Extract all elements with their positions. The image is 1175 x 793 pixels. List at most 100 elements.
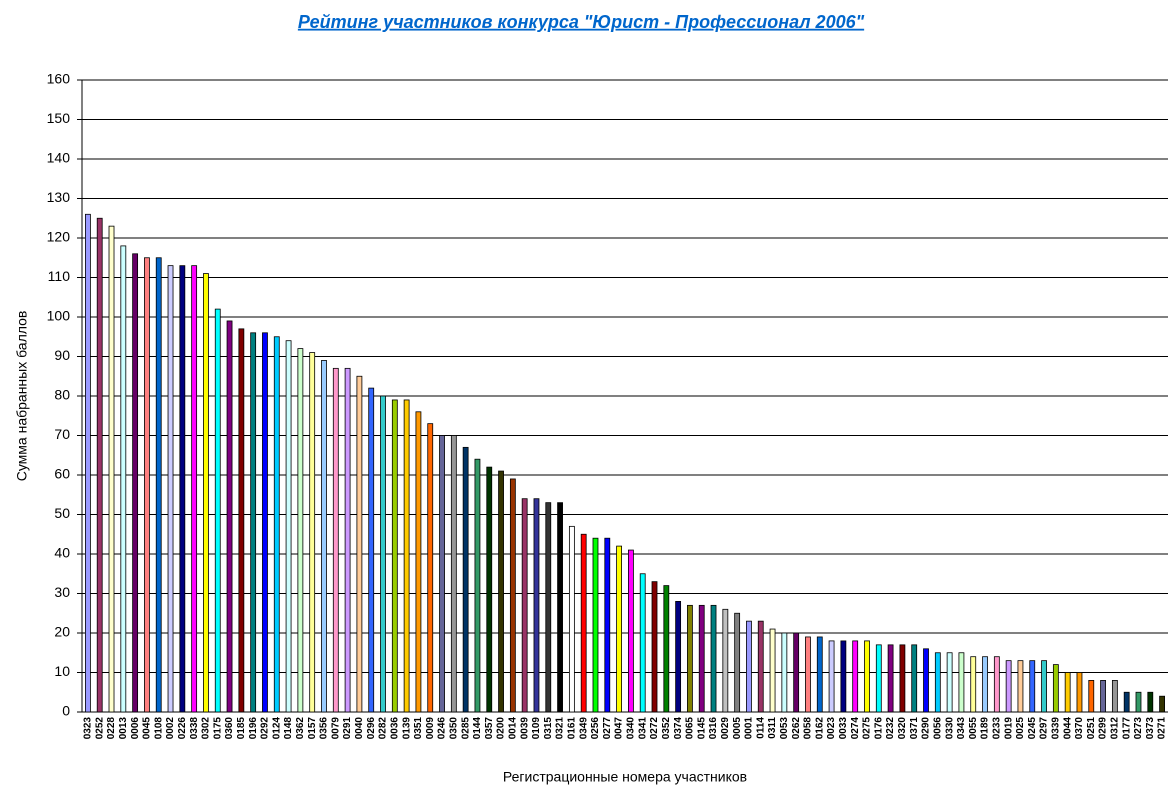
y-tick-label: 100 xyxy=(47,308,71,324)
x-tick-label: 0006 xyxy=(130,717,141,740)
bar xyxy=(155,257,162,713)
x-tick-label: 0053 xyxy=(779,717,790,740)
bar xyxy=(545,502,552,713)
bar xyxy=(1041,660,1047,713)
x-tick-label: 0373 xyxy=(1145,717,1156,740)
bar xyxy=(816,636,823,713)
bar xyxy=(757,620,764,713)
bar xyxy=(734,612,741,713)
bar xyxy=(875,644,882,713)
bar xyxy=(1135,691,1142,713)
y-tick-label: 0 xyxy=(62,703,70,719)
x-tick-label: 0200 xyxy=(496,717,507,740)
y-tick-label: 110 xyxy=(48,268,71,284)
bar xyxy=(368,387,375,713)
x-tick-label: 0228 xyxy=(106,717,117,740)
x-tick-label: 0285 xyxy=(460,717,471,740)
x-tick-label: 0014 xyxy=(507,717,518,740)
x-tick-label: 0350 xyxy=(448,717,459,740)
bar xyxy=(191,265,198,713)
bar xyxy=(946,652,953,713)
bar xyxy=(1052,664,1059,713)
bar xyxy=(203,273,209,713)
bar xyxy=(167,265,174,713)
y-tick-label: 50 xyxy=(54,505,70,521)
x-tick-label: 0124 xyxy=(271,717,282,740)
x-tick-label: 0256 xyxy=(590,717,601,740)
bar xyxy=(309,352,316,713)
x-tick-label: 0252 xyxy=(94,717,105,740)
x-tick-label: 0339 xyxy=(1050,717,1061,740)
bar xyxy=(226,320,233,713)
bar xyxy=(132,253,139,713)
x-tick-label: 0065 xyxy=(685,717,696,740)
bar xyxy=(852,640,859,713)
bar xyxy=(439,435,445,713)
bar xyxy=(214,308,221,713)
x-tick-label: 0323 xyxy=(83,717,94,740)
bar xyxy=(580,533,587,713)
bar xyxy=(899,644,906,713)
bar xyxy=(864,640,870,713)
bar xyxy=(96,217,103,713)
x-tick-label: 0320 xyxy=(897,717,908,740)
x-tick-label: 0058 xyxy=(803,717,814,740)
bar xyxy=(380,395,386,713)
bar xyxy=(332,367,339,713)
x-tick-label: 0290 xyxy=(921,717,932,740)
x-tick-label: 0176 xyxy=(873,717,884,740)
x-tick-label: 0002 xyxy=(165,717,176,740)
x-tick-label: 0312 xyxy=(1110,717,1121,740)
x-tick-label: 0226 xyxy=(177,717,188,740)
bar xyxy=(415,411,422,713)
x-tick-label: 0262 xyxy=(791,717,802,740)
chart-title: Рейтинг участников конкурса "Юрист - Про… xyxy=(298,12,865,32)
x-tick-label: 0189 xyxy=(980,717,991,740)
bar xyxy=(509,478,516,713)
bar xyxy=(663,585,670,713)
x-tick-label: 0291 xyxy=(342,717,353,740)
bar xyxy=(1123,691,1130,713)
bar xyxy=(675,601,682,713)
y-tick-label: 90 xyxy=(54,347,70,363)
x-tick-label: 0272 xyxy=(649,717,660,740)
x-tick-label: 0282 xyxy=(378,717,389,740)
x-tick-label: 0330 xyxy=(944,717,955,740)
x-tick-label: 0245 xyxy=(1027,717,1038,740)
x-tick-label: 0302 xyxy=(201,717,212,740)
x-tick-label: 0273 xyxy=(1133,717,1144,740)
bar xyxy=(1111,680,1118,713)
x-tick-label: 0338 xyxy=(189,717,200,740)
bar xyxy=(722,608,729,713)
x-tick-label: 0055 xyxy=(968,717,979,740)
x-tick-label: 0349 xyxy=(578,717,589,740)
x-tick-label: 0114 xyxy=(755,717,766,739)
bar xyxy=(887,644,894,713)
bar xyxy=(250,332,257,713)
bar xyxy=(628,549,634,713)
bar xyxy=(498,470,504,713)
y-tick-label: 30 xyxy=(54,584,70,600)
x-tick-label: 0161 xyxy=(567,717,578,740)
bar xyxy=(521,498,528,713)
bar xyxy=(557,502,563,713)
x-tick-label: 0033 xyxy=(838,717,849,740)
x-tick-label: 0079 xyxy=(330,717,341,740)
x-tick-label: 0275 xyxy=(862,717,873,740)
x-tick-label: 0274 xyxy=(850,717,861,740)
bar xyxy=(639,573,646,713)
x-tick-label: 0360 xyxy=(224,717,235,740)
x-tick-label: 0019 xyxy=(1003,717,1014,740)
x-tick-label: 0109 xyxy=(531,717,542,740)
bar xyxy=(1064,672,1071,713)
x-tick-label: 0292 xyxy=(260,717,271,740)
y-tick-label: 120 xyxy=(47,229,71,245)
y-tick-label: 150 xyxy=(47,110,71,126)
x-tick-label: 0352 xyxy=(661,717,672,740)
x-tick-label: 0296 xyxy=(366,717,377,740)
x-tick-label: 0356 xyxy=(319,717,330,740)
bar xyxy=(1159,695,1165,713)
bar xyxy=(1100,680,1106,713)
x-axis-label: Регистрационные номера участников xyxy=(503,769,747,785)
bar xyxy=(120,245,127,713)
